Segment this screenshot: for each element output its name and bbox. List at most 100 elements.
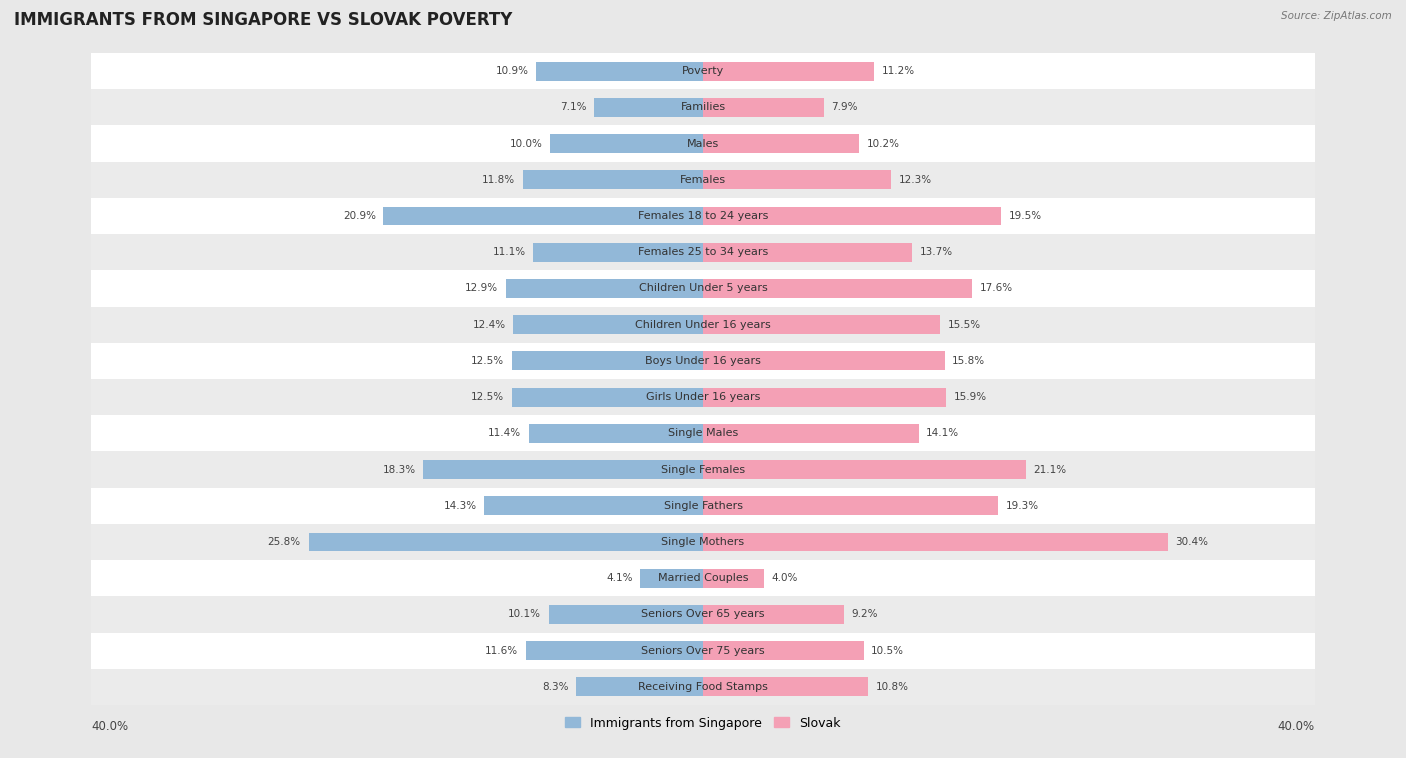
Text: Single Males: Single Males [668, 428, 738, 438]
Text: 8.3%: 8.3% [541, 682, 568, 692]
Bar [548, 605, 703, 624]
Bar [512, 387, 703, 406]
Text: Seniors Over 65 years: Seniors Over 65 years [641, 609, 765, 619]
Text: 25.8%: 25.8% [267, 537, 301, 547]
Text: Females 25 to 34 years: Females 25 to 34 years [638, 247, 768, 257]
Text: Single Females: Single Females [661, 465, 745, 475]
Text: 11.4%: 11.4% [488, 428, 522, 438]
Bar [91, 89, 1315, 126]
Bar [91, 487, 1315, 524]
Text: Poverty: Poverty [682, 66, 724, 76]
Text: Single Mothers: Single Mothers [661, 537, 745, 547]
Bar [703, 352, 945, 371]
Text: 19.5%: 19.5% [1010, 211, 1042, 221]
Text: Children Under 16 years: Children Under 16 years [636, 320, 770, 330]
Text: 10.2%: 10.2% [866, 139, 900, 149]
Bar [703, 641, 863, 660]
Bar [513, 315, 703, 334]
Text: 19.3%: 19.3% [1005, 501, 1039, 511]
Text: Married Couples: Married Couples [658, 573, 748, 583]
Bar [91, 343, 1315, 379]
Bar [703, 460, 1025, 479]
Bar [91, 524, 1315, 560]
Text: 9.2%: 9.2% [851, 609, 877, 619]
Text: 30.4%: 30.4% [1175, 537, 1209, 547]
Text: 17.6%: 17.6% [980, 283, 1012, 293]
Bar [91, 161, 1315, 198]
Text: Females: Females [681, 175, 725, 185]
Text: Source: ZipAtlas.com: Source: ZipAtlas.com [1281, 11, 1392, 21]
Bar [91, 379, 1315, 415]
Text: 40.0%: 40.0% [1278, 719, 1315, 733]
Text: 10.1%: 10.1% [508, 609, 541, 619]
Bar [703, 171, 891, 190]
Text: Seniors Over 75 years: Seniors Over 75 years [641, 646, 765, 656]
Text: 15.9%: 15.9% [953, 392, 987, 402]
Text: 15.5%: 15.5% [948, 320, 981, 330]
Text: 12.4%: 12.4% [472, 320, 506, 330]
Bar [576, 678, 703, 697]
Bar [550, 134, 703, 153]
Text: 10.5%: 10.5% [872, 646, 904, 656]
Bar [91, 126, 1315, 161]
Bar [308, 533, 703, 551]
Bar [703, 207, 1001, 225]
Bar [703, 424, 918, 443]
Text: Females 18 to 24 years: Females 18 to 24 years [638, 211, 768, 221]
Bar [533, 243, 703, 262]
Text: 13.7%: 13.7% [920, 247, 953, 257]
Bar [91, 198, 1315, 234]
Bar [484, 496, 703, 515]
Bar [512, 352, 703, 371]
Text: Boys Under 16 years: Boys Under 16 years [645, 356, 761, 366]
Bar [703, 315, 941, 334]
Bar [529, 424, 703, 443]
Text: Children Under 5 years: Children Under 5 years [638, 283, 768, 293]
Text: 7.1%: 7.1% [561, 102, 586, 112]
Text: 18.3%: 18.3% [382, 465, 416, 475]
Bar [526, 641, 703, 660]
Bar [703, 279, 972, 298]
Text: 10.0%: 10.0% [509, 139, 543, 149]
Bar [536, 61, 703, 80]
Text: IMMIGRANTS FROM SINGAPORE VS SLOVAK POVERTY: IMMIGRANTS FROM SINGAPORE VS SLOVAK POVE… [14, 11, 512, 30]
Text: 12.5%: 12.5% [471, 392, 505, 402]
Text: 10.8%: 10.8% [876, 682, 908, 692]
Bar [91, 597, 1315, 632]
Text: 21.1%: 21.1% [1033, 465, 1066, 475]
Bar [91, 53, 1315, 89]
Text: 20.9%: 20.9% [343, 211, 375, 221]
Text: Receiving Food Stamps: Receiving Food Stamps [638, 682, 768, 692]
Text: 11.6%: 11.6% [485, 646, 517, 656]
Text: 10.9%: 10.9% [496, 66, 529, 76]
Bar [703, 533, 1168, 551]
Bar [703, 496, 998, 515]
Bar [703, 243, 912, 262]
Text: 11.2%: 11.2% [882, 66, 915, 76]
Bar [595, 98, 703, 117]
Text: 12.3%: 12.3% [898, 175, 932, 185]
Bar [703, 568, 765, 587]
Text: 12.5%: 12.5% [471, 356, 505, 366]
Text: Girls Under 16 years: Girls Under 16 years [645, 392, 761, 402]
Bar [703, 134, 859, 153]
Text: 7.9%: 7.9% [831, 102, 858, 112]
Text: 15.8%: 15.8% [952, 356, 986, 366]
Bar [523, 171, 703, 190]
Bar [91, 415, 1315, 452]
Bar [703, 61, 875, 80]
Bar [91, 452, 1315, 487]
Bar [91, 271, 1315, 306]
Legend: Immigrants from Singapore, Slovak: Immigrants from Singapore, Slovak [560, 712, 846, 735]
Bar [506, 279, 703, 298]
Text: 4.1%: 4.1% [606, 573, 633, 583]
Text: Families: Families [681, 102, 725, 112]
Text: 12.9%: 12.9% [465, 283, 498, 293]
Text: 11.1%: 11.1% [492, 247, 526, 257]
Text: 40.0%: 40.0% [91, 719, 128, 733]
Bar [91, 306, 1315, 343]
Bar [703, 98, 824, 117]
Text: 4.0%: 4.0% [772, 573, 799, 583]
Bar [703, 387, 946, 406]
Bar [91, 669, 1315, 705]
